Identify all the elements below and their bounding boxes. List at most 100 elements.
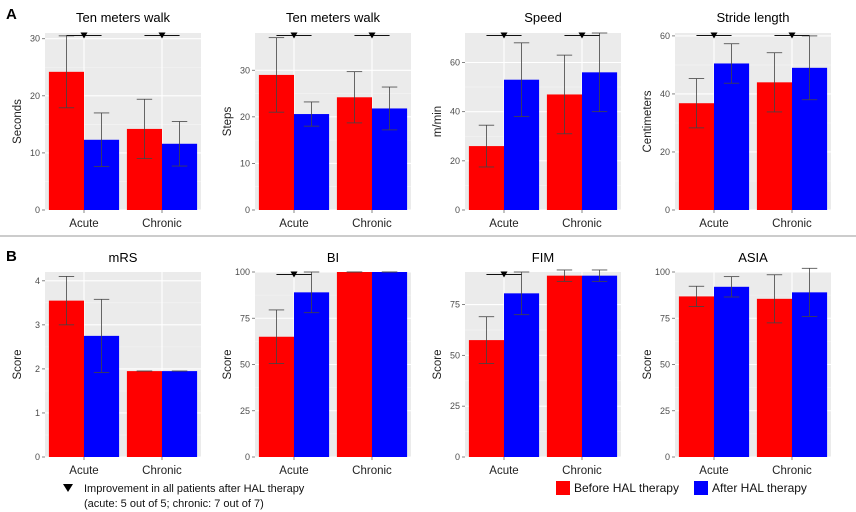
error-bar bbox=[93, 112, 110, 168]
error-bar bbox=[303, 101, 320, 127]
bar-after-acute bbox=[294, 114, 330, 210]
category-label: Acute bbox=[279, 218, 308, 230]
y-tick-label: 75 bbox=[660, 313, 670, 323]
chart-title: Ten meters walk bbox=[286, 10, 380, 25]
error-bar bbox=[478, 124, 495, 168]
chart-3: 0 20 40 60 Acute Chronic Speed m/min bbox=[432, 10, 621, 230]
y-tick-label: 40 bbox=[450, 107, 460, 117]
improvement-marker-icon bbox=[290, 271, 298, 278]
y-tick-label: 0 bbox=[35, 205, 40, 215]
improvement-marker-icon bbox=[158, 32, 166, 39]
legend-before-label: Before HAL therapy bbox=[574, 481, 679, 495]
y-tick-label: 25 bbox=[660, 406, 670, 416]
y-tick-label: 20 bbox=[30, 91, 40, 101]
error-bar bbox=[591, 32, 608, 113]
chart-title: Ten meters walk bbox=[76, 10, 170, 25]
error-bar bbox=[381, 86, 398, 131]
chart-4: 0 20 40 60 Acute Chronic Stride length Centimet… bbox=[642, 10, 831, 230]
bar-before-chronic bbox=[546, 275, 582, 457]
chart-title: mRS bbox=[109, 250, 138, 265]
chart-7: 0 25 50 75 Acute Chronic FIM Score bbox=[432, 250, 621, 477]
bar-after-chronic bbox=[792, 292, 828, 457]
y-tick-label: 30 bbox=[30, 34, 40, 44]
error-bar bbox=[478, 316, 495, 364]
chart-title: Stride length bbox=[717, 10, 790, 25]
category-label: Acute bbox=[489, 218, 518, 230]
improvement-marker-icon bbox=[500, 32, 508, 39]
y-tick-label: 75 bbox=[450, 300, 460, 310]
error-bar bbox=[591, 269, 608, 282]
category-label: Chronic bbox=[352, 465, 392, 477]
y-tick-label: 25 bbox=[450, 401, 460, 411]
y-tick-label: 3 bbox=[35, 320, 40, 330]
y-axis-label: Centimeters bbox=[642, 90, 654, 152]
error-bar bbox=[136, 98, 153, 160]
error-bar bbox=[556, 269, 573, 282]
y-tick-label: 75 bbox=[240, 313, 250, 323]
y-tick-label: 0 bbox=[35, 452, 40, 462]
category-label: Chronic bbox=[142, 218, 182, 230]
error-bar bbox=[513, 271, 530, 316]
improvement-marker-icon bbox=[290, 32, 298, 39]
bar-before-chronic bbox=[126, 371, 162, 457]
category-label: Acute bbox=[699, 218, 728, 230]
y-tick-label: 2 bbox=[35, 364, 40, 374]
bar-after-acute bbox=[504, 293, 540, 457]
y-axis-label: m/min bbox=[432, 106, 444, 137]
error-bar bbox=[688, 78, 705, 129]
y-tick-label: 30 bbox=[240, 65, 250, 75]
y-axis-label: Score bbox=[642, 349, 654, 379]
y-tick-label: 0 bbox=[665, 205, 670, 215]
y-tick-label: 20 bbox=[450, 156, 460, 166]
error-bar bbox=[268, 37, 285, 113]
y-tick-label: 60 bbox=[660, 31, 670, 41]
category-label: Acute bbox=[69, 218, 98, 230]
improvement-marker-icon bbox=[368, 32, 376, 39]
y-tick-label: 0 bbox=[245, 205, 250, 215]
y-tick-label: 50 bbox=[240, 360, 250, 370]
chart-8: 0 25 50 75 100 Acute Chronic ASIA Score bbox=[642, 250, 831, 477]
category-label: Chronic bbox=[772, 218, 812, 230]
chart-title: ASIA bbox=[738, 250, 768, 265]
y-tick-label: 100 bbox=[655, 267, 670, 277]
y-tick-label: 0 bbox=[455, 452, 460, 462]
category-label: Chronic bbox=[142, 465, 182, 477]
category-label: Acute bbox=[69, 465, 98, 477]
note-line-2: (acute: 5 out of 5; chronic: 7 out of 7) bbox=[84, 498, 264, 510]
chart-title: BI bbox=[327, 250, 339, 265]
error-bar bbox=[303, 271, 320, 314]
y-tick-label: 25 bbox=[240, 406, 250, 416]
error-bar bbox=[513, 42, 530, 117]
bar-after-acute bbox=[714, 286, 750, 457]
error-bar bbox=[723, 276, 740, 298]
improvement-marker-icon bbox=[500, 271, 508, 278]
y-tick-label: 0 bbox=[455, 205, 460, 215]
bar-before-chronic bbox=[336, 272, 372, 457]
y-tick-label: 4 bbox=[35, 276, 40, 286]
y-tick-label: 20 bbox=[660, 147, 670, 157]
error-bar bbox=[688, 285, 705, 307]
bar-before-chronic bbox=[756, 298, 792, 457]
improvement-marker-icon bbox=[578, 32, 586, 39]
bar-after-chronic bbox=[372, 272, 408, 457]
y-tick-label: 10 bbox=[240, 158, 250, 168]
y-tick-label: 1 bbox=[35, 408, 40, 418]
improvement-marker-icon bbox=[80, 32, 88, 39]
y-axis-label: Seconds bbox=[12, 99, 24, 144]
improvement-marker-icon bbox=[63, 484, 73, 492]
y-axis-label: Score bbox=[12, 349, 24, 379]
y-axis-label: Score bbox=[222, 349, 234, 379]
chart-5: 0 1 2 3 4 Acute Chronic mRS Score bbox=[12, 250, 201, 477]
y-tick-label: 40 bbox=[660, 89, 670, 99]
y-tick-label: 60 bbox=[450, 58, 460, 68]
y-tick-label: 100 bbox=[235, 267, 250, 277]
error-bar bbox=[723, 43, 740, 84]
error-bar bbox=[801, 267, 818, 317]
bar-before-acute bbox=[48, 300, 84, 457]
legend-after-swatch bbox=[694, 481, 708, 495]
y-axis-label: Score bbox=[432, 349, 444, 379]
error-bar bbox=[58, 276, 75, 326]
y-tick-label: 50 bbox=[450, 350, 460, 360]
